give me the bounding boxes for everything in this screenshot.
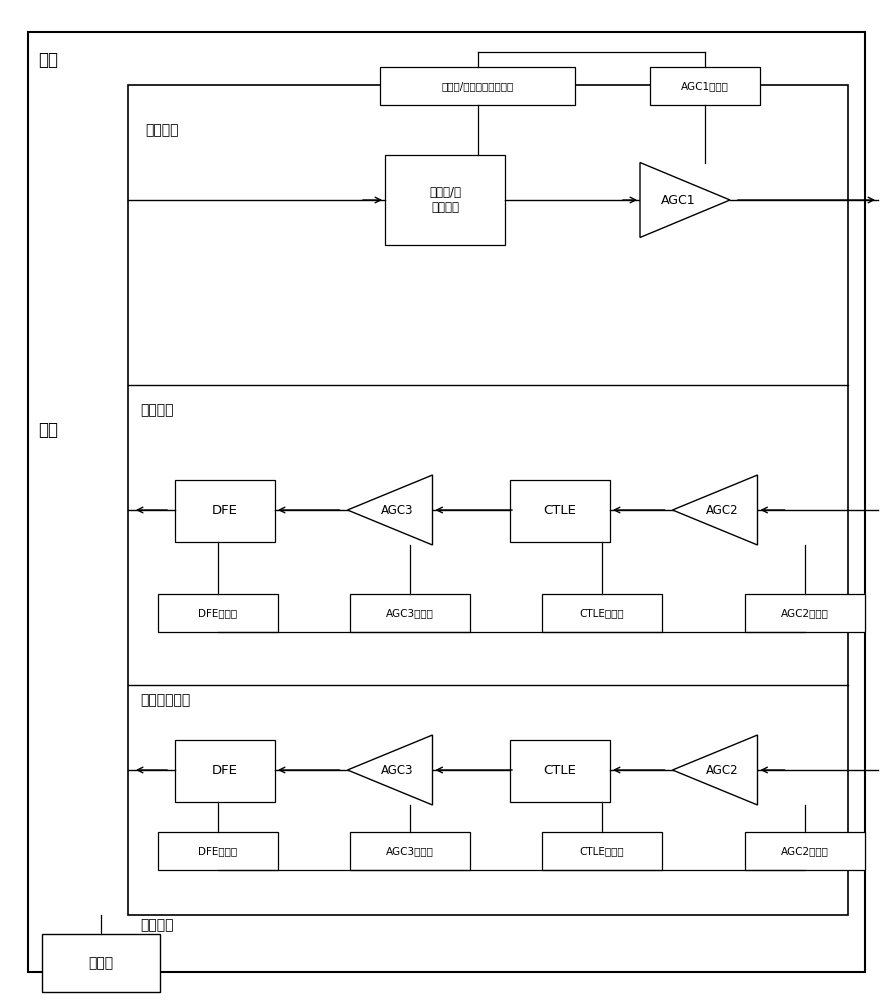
Text: 发送通道: 发送通道 — [145, 123, 179, 137]
Bar — [745, 594, 865, 632]
Text: CTLE寄存器: CTLE寄存器 — [580, 608, 624, 618]
Text: AGC3寄存器: AGC3寄存器 — [386, 846, 434, 856]
Bar — [510, 740, 610, 802]
Polygon shape — [347, 735, 432, 805]
Bar — [350, 594, 470, 632]
Text: 备用接收通道: 备用接收通道 — [140, 693, 190, 707]
Text: AGC3寄存器: AGC3寄存器 — [386, 608, 434, 618]
Text: 预加重/去
加重模块: 预加重/去 加重模块 — [429, 186, 461, 214]
Text: 接收通道: 接收通道 — [140, 403, 173, 417]
Bar — [350, 832, 470, 870]
Text: AGC1寄存器: AGC1寄存器 — [681, 81, 729, 91]
Text: AGC3: AGC3 — [380, 764, 413, 776]
Bar — [158, 832, 278, 870]
Bar — [42, 934, 160, 992]
Text: CTLE: CTLE — [544, 764, 577, 778]
Text: DFE寄存器: DFE寄存器 — [198, 846, 238, 856]
Bar — [542, 594, 662, 632]
Bar — [380, 67, 575, 105]
Polygon shape — [640, 162, 730, 237]
Bar — [158, 594, 278, 632]
Text: 处理器: 处理器 — [88, 956, 113, 970]
Text: CTLE寄存器: CTLE寄存器 — [580, 846, 624, 856]
Bar — [128, 85, 848, 915]
Text: AGC2寄存器: AGC2寄存器 — [781, 608, 829, 618]
Bar — [175, 740, 275, 802]
Text: 芯片: 芯片 — [38, 51, 58, 69]
Text: AGC2寄存器: AGC2寄存器 — [781, 846, 829, 856]
Bar — [542, 832, 662, 870]
Polygon shape — [672, 475, 757, 545]
Text: 预加重/去加重模块寄存器: 预加重/去加重模块寄存器 — [441, 81, 513, 91]
Text: 接口: 接口 — [38, 421, 58, 439]
Bar — [175, 480, 275, 542]
Bar — [650, 67, 760, 105]
Text: DFE: DFE — [212, 504, 238, 518]
Polygon shape — [672, 735, 757, 805]
Text: AGC2: AGC2 — [705, 504, 739, 516]
Bar — [385, 155, 505, 245]
Text: 管理通道: 管理通道 — [140, 918, 173, 932]
Text: DFE寄存器: DFE寄存器 — [198, 608, 238, 618]
Text: DFE: DFE — [212, 764, 238, 778]
Text: AGC2: AGC2 — [705, 764, 739, 776]
Text: AGC3: AGC3 — [380, 504, 413, 516]
Text: AGC1: AGC1 — [661, 194, 695, 207]
Bar — [745, 832, 865, 870]
Bar — [510, 480, 610, 542]
Text: CTLE: CTLE — [544, 504, 577, 518]
Polygon shape — [347, 475, 432, 545]
